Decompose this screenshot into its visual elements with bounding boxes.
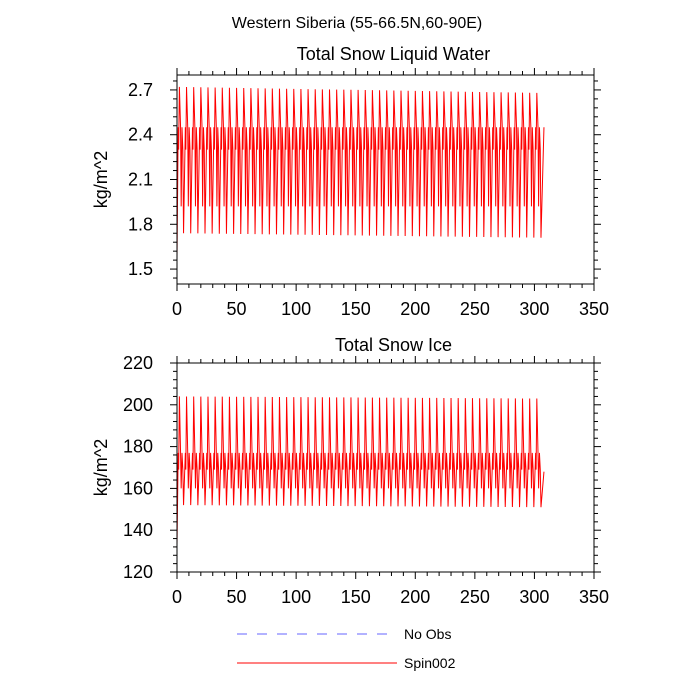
chart-panel-2: Total Snow Ice kg/m^2 0 50 100 150 200 250 300 35… xyxy=(91,335,609,607)
chart-panel-1: Total Snow Liquid Water kg/m^2 0 50 100 150 20… xyxy=(91,44,609,319)
plot-frame xyxy=(176,362,595,573)
chart-title: Total Snow Ice xyxy=(335,335,452,355)
y-tick-label: 220 xyxy=(123,353,153,373)
x-tick-label: 250 xyxy=(460,299,490,319)
y-tick-label: 120 xyxy=(123,562,153,582)
chart-title: Total Snow Liquid Water xyxy=(297,44,490,64)
charts-container: Total Snow Liquid Water kg/m^2 0 50 100 150 20… xyxy=(91,44,609,607)
legend: No Obs Spin002 xyxy=(237,626,456,671)
y-tick-label: 1.8 xyxy=(128,214,153,234)
y-tick-label: 180 xyxy=(123,437,153,457)
y-tick-label: 2.7 xyxy=(128,80,153,100)
legend-item-spin002: Spin002 xyxy=(237,655,456,671)
x-tick-label: 300 xyxy=(519,299,549,319)
x-tick-label: 300 xyxy=(519,587,549,607)
y-tick-label: 1.5 xyxy=(128,259,153,279)
y-tick-label: 2.4 xyxy=(128,125,153,145)
legend-label: No Obs xyxy=(404,626,451,642)
legend-item-no-obs: No Obs xyxy=(237,626,451,642)
x-tick-label: 200 xyxy=(400,587,430,607)
figure-suptitle: Western Siberia (55-66.5N,60-90E) xyxy=(232,15,483,32)
y-tick-label: 2.1 xyxy=(128,170,153,190)
x-tick-label: 0 xyxy=(172,299,182,319)
x-tick-label: 150 xyxy=(341,587,371,607)
x-tick-label: 200 xyxy=(400,299,430,319)
x-tick-label: 250 xyxy=(460,587,490,607)
x-tick-label: 100 xyxy=(281,587,311,607)
y-axis-label: kg/m^2 xyxy=(91,439,111,496)
x-tick-label: 350 xyxy=(579,587,609,607)
x-tick-label: 100 xyxy=(281,299,311,319)
x-tick-label: 50 xyxy=(227,299,247,319)
x-tick-label: 350 xyxy=(579,299,609,319)
series-line-spin002 xyxy=(177,396,545,545)
y-axis-label: kg/m^2 xyxy=(91,151,111,208)
y-tick-label: 140 xyxy=(123,520,153,540)
x-tick-label: 0 xyxy=(172,587,182,607)
legend-label: Spin002 xyxy=(404,655,456,671)
y-tick-label: 200 xyxy=(123,395,153,415)
x-tick-label: 150 xyxy=(341,299,371,319)
y-tick-label: 160 xyxy=(123,478,153,498)
x-tick-label: 50 xyxy=(227,587,247,607)
series-line-spin002 xyxy=(177,86,545,258)
